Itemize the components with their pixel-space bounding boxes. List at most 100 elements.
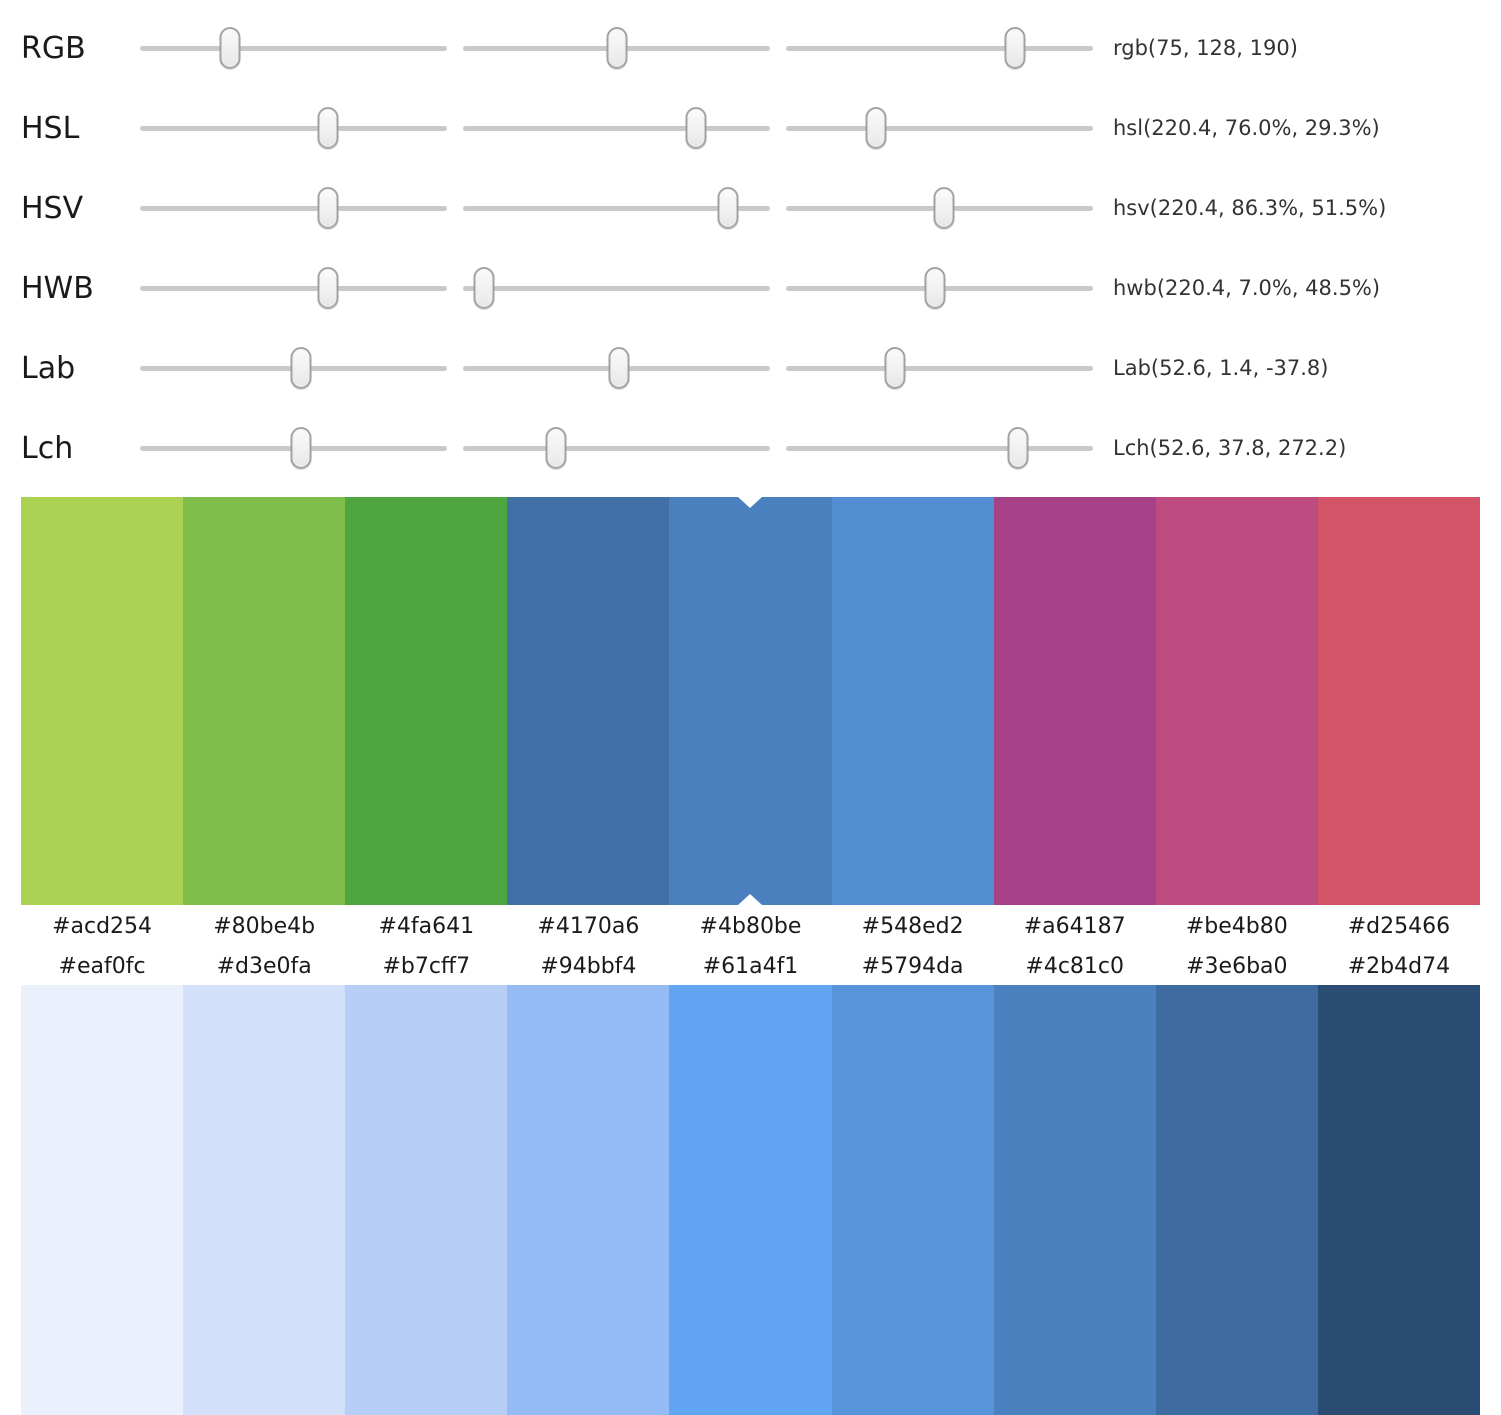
- slider-row-hwb: HWB hwb(220.4, 7.0%, 48.5%): [0, 248, 1501, 328]
- hue-swatch-hex-label: #548ed2: [861, 914, 964, 939]
- hue-swatch[interactable]: [831, 497, 994, 905]
- slider-track[interactable]: [463, 445, 770, 451]
- hwb-whiteness-slider[interactable]: [463, 265, 770, 311]
- slider-track[interactable]: [463, 205, 770, 211]
- hwb-blackness-slider[interactable]: [786, 265, 1093, 311]
- tint-palette-strip: [21, 985, 1480, 1415]
- slider-row-hsl: HSL hsl(220.4, 76.0%, 29.3%): [0, 88, 1501, 168]
- lch-hue-slider[interactable]: [786, 425, 1093, 471]
- slider-thumb[interactable]: [317, 187, 339, 229]
- hue-hex-label-row: #acd254 #80be4b #4fa641 #4170a6 #4b80be …: [21, 905, 1480, 948]
- colorspace-label-rgb: RGB: [21, 30, 86, 66]
- tint-swatch[interactable]: [21, 985, 184, 1415]
- colorspace-label-hwb: HWB: [21, 270, 94, 306]
- hsv-hue-slider[interactable]: [140, 185, 447, 231]
- tint-swatch[interactable]: [831, 985, 994, 1415]
- slider-track[interactable]: [140, 45, 447, 51]
- tint-swatch-hex-label: #eaf0fc: [58, 954, 146, 979]
- hue-swatch-selected[interactable]: [669, 497, 832, 905]
- hue-swatch-hex-label: #80be4b: [213, 914, 316, 939]
- slider-track[interactable]: [463, 125, 770, 131]
- slider-thumb[interactable]: [219, 27, 241, 69]
- color-sliders-panel: RGB rgb(75, 128, 190) HSL: [0, 0, 1501, 488]
- tint-swatch-hex-label: #4c81c0: [1025, 954, 1125, 979]
- hsv-value-slider[interactable]: [786, 185, 1093, 231]
- hue-swatch[interactable]: [507, 497, 670, 905]
- hwb-hue-slider[interactable]: [140, 265, 447, 311]
- slider-track[interactable]: [786, 445, 1093, 451]
- rgb-blue-slider[interactable]: [786, 25, 1093, 71]
- selected-marker-top: [738, 497, 763, 508]
- slider-thumb[interactable]: [933, 187, 955, 229]
- slider-thumb[interactable]: [317, 267, 339, 309]
- tint-swatch-hex-label: #2b4d74: [1347, 954, 1451, 979]
- slider-thumb[interactable]: [865, 107, 887, 149]
- lab-tracks: [140, 345, 1093, 391]
- slider-thumb[interactable]: [473, 267, 495, 309]
- rgb-red-slider[interactable]: [140, 25, 447, 71]
- hsl-saturation-slider[interactable]: [463, 105, 770, 151]
- hue-swatch-hex-label: #4fa641: [378, 914, 475, 939]
- tint-swatch-hex-label: #b7cff7: [382, 954, 471, 979]
- lab-b-slider[interactable]: [786, 345, 1093, 391]
- hue-swatch[interactable]: [345, 497, 508, 905]
- slider-track[interactable]: [140, 125, 447, 131]
- slider-thumb[interactable]: [884, 347, 906, 389]
- slider-thumb[interactable]: [290, 347, 312, 389]
- lch-tracks: [140, 425, 1093, 471]
- tint-swatch[interactable]: [507, 985, 670, 1415]
- slider-track[interactable]: [786, 365, 1093, 371]
- colorspace-label-lch: Lch: [21, 430, 74, 466]
- slider-thumb[interactable]: [606, 27, 628, 69]
- slider-thumb[interactable]: [1004, 27, 1026, 69]
- tint-swatch-hex-label: #3e6ba0: [1186, 954, 1288, 979]
- hue-swatch-hex-label: #4b80be: [699, 914, 802, 939]
- slider-thumb[interactable]: [924, 267, 946, 309]
- slider-thumb[interactable]: [1007, 427, 1029, 469]
- rgb-tracks: [140, 25, 1093, 71]
- hue-swatch[interactable]: [1155, 497, 1318, 905]
- tint-swatch-hex-label: #d3e0fa: [216, 954, 312, 979]
- hue-swatch-hex-label: #be4b80: [1185, 914, 1288, 939]
- rgb-green-slider[interactable]: [463, 25, 770, 71]
- slider-thumb[interactable]: [317, 107, 339, 149]
- tint-swatch[interactable]: [345, 985, 508, 1415]
- hue-swatch[interactable]: [183, 497, 346, 905]
- slider-track[interactable]: [786, 125, 1093, 131]
- hsv-value-text: hsv(220.4, 86.3%, 51.5%): [1113, 196, 1387, 220]
- hsl-hue-slider[interactable]: [140, 105, 447, 151]
- hue-swatch[interactable]: [21, 497, 184, 905]
- slider-thumb[interactable]: [545, 427, 567, 469]
- slider-thumb[interactable]: [290, 427, 312, 469]
- tint-swatch-hex-label: #94bbf4: [540, 954, 637, 979]
- lab-value-text: Lab(52.6, 1.4, -37.8): [1113, 356, 1329, 380]
- tint-swatch[interactable]: [1155, 985, 1318, 1415]
- tint-swatch[interactable]: [669, 985, 832, 1415]
- hue-swatch[interactable]: [1317, 497, 1480, 905]
- colorspace-label-hsl: HSL: [21, 110, 80, 146]
- tint-swatch[interactable]: [993, 985, 1156, 1415]
- tint-swatch[interactable]: [183, 985, 346, 1415]
- lch-lightness-slider[interactable]: [140, 425, 447, 471]
- lab-a-slider[interactable]: [463, 345, 770, 391]
- rgb-value-text: rgb(75, 128, 190): [1113, 36, 1298, 60]
- tint-swatch[interactable]: [1317, 985, 1480, 1415]
- hwb-value-text: hwb(220.4, 7.0%, 48.5%): [1113, 276, 1381, 300]
- hue-swatch-hex-label: #a64187: [1023, 914, 1126, 939]
- slider-track[interactable]: [140, 285, 447, 291]
- slider-thumb[interactable]: [685, 107, 707, 149]
- hsl-lightness-slider[interactable]: [786, 105, 1093, 151]
- lch-chroma-slider[interactable]: [463, 425, 770, 471]
- hsl-tracks: [140, 105, 1093, 151]
- slider-track[interactable]: [786, 45, 1093, 51]
- hue-swatch[interactable]: [993, 497, 1156, 905]
- slider-track[interactable]: [140, 205, 447, 211]
- slider-row-lab: Lab Lab(52.6, 1.4, -37.8): [0, 328, 1501, 408]
- slider-row-rgb: RGB rgb(75, 128, 190): [0, 8, 1501, 88]
- slider-track[interactable]: [463, 285, 770, 291]
- slider-thumb[interactable]: [717, 187, 739, 229]
- lab-lightness-slider[interactable]: [140, 345, 447, 391]
- slider-row-hsv: HSV hsv(220.4, 86.3%, 51.5%): [0, 168, 1501, 248]
- hsv-saturation-slider[interactable]: [463, 185, 770, 231]
- slider-thumb[interactable]: [608, 347, 630, 389]
